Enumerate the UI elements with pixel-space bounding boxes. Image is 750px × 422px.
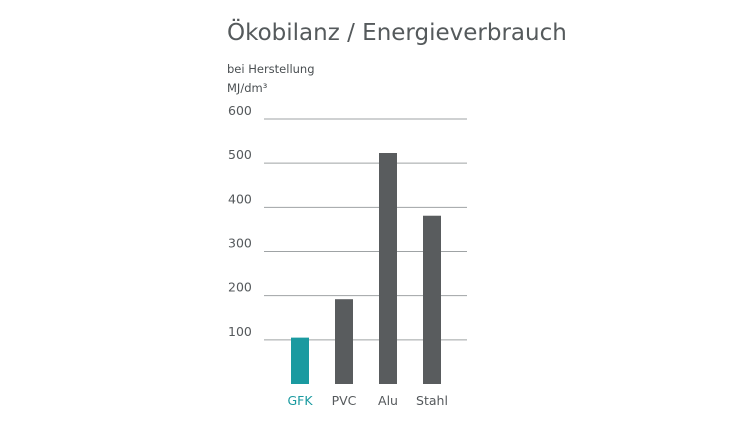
chart-subtitle: bei Herstellung <box>227 62 315 76</box>
category-labels: GFK PVC Alu Stahl <box>287 393 447 408</box>
y-tick-label: 600 <box>228 103 252 118</box>
y-tick-label: 400 <box>228 191 252 206</box>
y-tick-labels: 100 200 300 400 500 600 <box>228 103 252 339</box>
bar-alu <box>379 153 397 384</box>
category-label-alu: Alu <box>378 393 398 408</box>
category-label-stahl: Stahl <box>416 393 448 408</box>
bars <box>291 153 441 384</box>
y-axis-label: MJ/dm³ <box>227 81 268 95</box>
chart-title: Ökobilanz / Energieverbrauch <box>227 18 567 46</box>
y-tick-label: 200 <box>228 280 252 295</box>
bar-stahl <box>423 215 441 384</box>
bar-pvc <box>335 299 353 384</box>
y-tick-label: 500 <box>228 147 252 162</box>
category-label-pvc: PVC <box>332 393 357 408</box>
y-tick-label: 300 <box>228 236 252 251</box>
category-label-gfk: GFK <box>287 393 313 408</box>
y-tick-label: 100 <box>228 324 252 339</box>
bar-gfk <box>291 337 309 384</box>
